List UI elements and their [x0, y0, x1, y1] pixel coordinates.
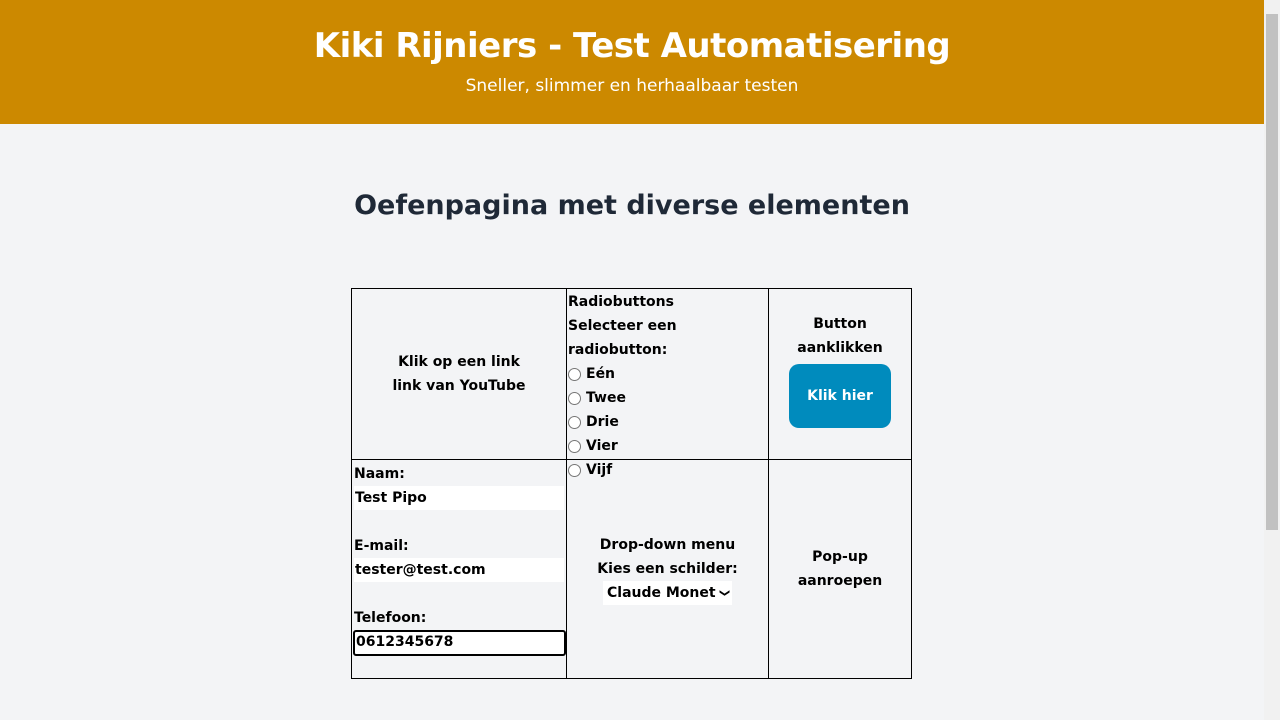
- dropdown-cell: Drop-down menu Kies een schilder: Claude…: [566, 459, 769, 679]
- site-title: Kiki Rijniers - Test Automatisering: [313, 26, 951, 66]
- site-subtitle: Sneller, slimmer en herhaalbaar testen: [465, 76, 799, 96]
- radio-label: Selecteer een radiobutton:: [568, 318, 677, 358]
- youtube-link[interactable]: link van YouTube: [392, 378, 526, 394]
- radio-icon[interactable]: [568, 391, 581, 405]
- radio-icon[interactable]: [568, 439, 581, 453]
- link-label: Klik op een link: [398, 354, 520, 370]
- scrollbar-thumb[interactable]: [1266, 14, 1278, 530]
- phone-input[interactable]: 0612345678: [353, 630, 566, 656]
- radio-vier[interactable]: Vier: [568, 434, 768, 458]
- dropdown-label: Kies een schilder:: [597, 561, 738, 577]
- radio-drie[interactable]: Drie: [568, 410, 768, 434]
- radio-twee[interactable]: Twee: [568, 386, 768, 410]
- radio-vijf[interactable]: Vijf: [568, 458, 768, 482]
- name-label: Naam:: [354, 466, 405, 482]
- radio-een[interactable]: Eén: [568, 362, 768, 386]
- chevron-down-icon: ❯: [718, 588, 730, 598]
- email-input[interactable]: tester@test.com: [354, 558, 564, 582]
- radio-cell: Radiobuttons Selecteer een radiobutton: …: [566, 288, 769, 478]
- radio-icon[interactable]: [568, 415, 581, 429]
- form-cell: Naam: Test Pipo E-mail: tester@test.com …: [351, 459, 567, 679]
- radio-icon[interactable]: [568, 463, 581, 477]
- name-input[interactable]: Test Pipo: [354, 486, 564, 510]
- radio-title: Radiobuttons: [568, 294, 674, 310]
- radio-icon[interactable]: [568, 367, 581, 381]
- scrollbar[interactable]: [1264, 0, 1280, 720]
- popup-label[interactable]: Pop-up aanroepen: [797, 549, 883, 589]
- link-cell: Klik op een link link van YouTube: [351, 288, 567, 460]
- painter-select[interactable]: Claude Monet ❯: [603, 581, 732, 605]
- button-cell: Button aanklikken Klik hier: [768, 288, 912, 460]
- page-title: Oefenpagina met diverse elementen: [354, 190, 910, 221]
- popup-cell: Pop-up aanroepen: [768, 459, 912, 679]
- dropdown-title: Drop-down menu: [599, 537, 736, 553]
- email-label: E-mail:: [354, 538, 409, 554]
- klik-hier-button[interactable]: Klik hier: [789, 364, 891, 428]
- site-header: Kiki Rijniers - Test Automatisering Snel…: [0, 0, 1264, 124]
- phone-label: Telefoon:: [354, 610, 427, 626]
- button-label: Button aanklikken: [797, 316, 883, 356]
